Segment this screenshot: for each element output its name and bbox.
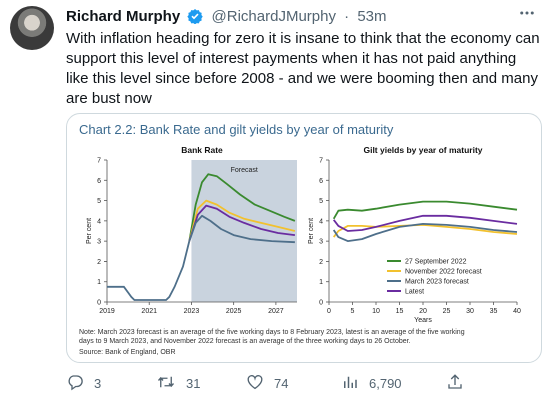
tweet-header: Richard Murphy @RichardJMurphy · 53m (66, 8, 387, 28)
view-count: 6,790 (369, 375, 402, 391)
tweet-actions: 3 31 74 6,790 (66, 372, 526, 394)
tweet-image[interactable]: Chart 2.2: Bank Rate and gilt yields by … (66, 113, 542, 363)
panel1-y-tick-label: 4 (97, 218, 101, 225)
panel2-legend-label: Latest (405, 289, 424, 296)
chart-note: Note: March 2023 forecast is an average … (79, 329, 465, 345)
panel2-y-axis-label: Per cent (308, 218, 315, 244)
chart-title: Chart 2.2: Bank Rate and gilt yields by … (79, 122, 394, 137)
panel1-series-line-latest (188, 204, 296, 242)
panel2-x-tick-label: 15 (396, 308, 404, 315)
tweet-time[interactable]: 53m (357, 8, 387, 25)
panel1-x-tick-label: 2021 (141, 308, 157, 315)
panel2-x-tick-label: 40 (513, 308, 521, 315)
share-icon (446, 373, 474, 394)
panel2-y-tick-label: 3 (319, 239, 323, 246)
author-name[interactable]: Richard Murphy (66, 8, 181, 25)
panel2-y-tick-label: 2 (319, 259, 323, 266)
panel1-y-tick-label: 2 (97, 259, 101, 266)
panel1-y-tick-label: 7 (97, 158, 101, 165)
share-button[interactable] (446, 372, 474, 394)
panel2-y-tick-label: 1 (319, 279, 323, 286)
retweet-button[interactable]: 31 (156, 372, 200, 394)
avatar[interactable] (10, 6, 54, 50)
panel1-forecast-region (191, 160, 297, 302)
panel1-y-tick-label: 3 (97, 239, 101, 246)
panel1-forecast-label: Forecast (231, 167, 258, 174)
panel1-history-line (107, 240, 191, 301)
panel1-y-axis-label: Per cent (86, 218, 93, 244)
panel1-title: Bank Rate (181, 145, 223, 155)
panel2-legend-label: March 2023 forecast (405, 279, 469, 286)
panel1-series-line-27-september-2022 (188, 173, 296, 242)
panel2-y-tick-label: 6 (319, 178, 323, 185)
reply-icon (66, 373, 94, 394)
reply-count: 3 (94, 375, 102, 391)
panel2-x-tick-label: 0 (327, 308, 331, 315)
panel2-y-tick-label: 5 (319, 198, 323, 205)
panel1-y-tick-label: 5 (97, 198, 101, 205)
panel1-series-line-march-2023-forecast (188, 214, 295, 244)
panel2-x-tick-label: 35 (490, 308, 498, 315)
views-chart-icon (341, 373, 369, 394)
tweet-text: With inflation heading for zero it is in… (66, 30, 540, 107)
panel2-series-line-27-september-2022 (332, 200, 518, 220)
panel1-x-tick-label: 2025 (226, 308, 242, 315)
time-separator: · (344, 8, 350, 25)
views-button[interactable]: 6,790 (341, 372, 402, 394)
panel2-x-axis-label: Years (414, 317, 432, 324)
retweet-icon (156, 373, 186, 394)
panel1-y-tick-label: 1 (97, 279, 101, 286)
panel1-x-tick-label: 2027 (268, 308, 284, 315)
more-options-icon[interactable] (518, 4, 536, 27)
like-button[interactable]: 74 (246, 372, 288, 394)
panel1-x-tick-label: 2019 (99, 308, 115, 315)
panel2-series-line-latest (332, 214, 518, 232)
panel2-y-tick-label: 7 (319, 158, 323, 165)
chart-figure: Chart 2.2: Bank Rate and gilt yields by … (79, 122, 521, 356)
panel1-x-tick-label: 2023 (184, 308, 200, 315)
panel2-y-tick-label: 0 (319, 300, 323, 307)
panel2-x-tick-label: 5 (351, 308, 355, 315)
author-handle[interactable]: @RichardJMurphy (211, 8, 336, 25)
panel1-y-tick-label: 6 (97, 178, 101, 185)
reply-button[interactable]: 3 (66, 372, 101, 394)
panel1-series-line-november-2022-forecast (188, 199, 296, 242)
verified-badge-icon (187, 8, 204, 28)
heart-icon (246, 373, 274, 394)
panel2-x-tick-label: 10 (372, 308, 380, 315)
retweet-count: 31 (186, 375, 201, 391)
panel2-x-tick-label: 25 (443, 308, 451, 315)
panel2-legend-label: 27 September 2022 (405, 259, 467, 266)
like-count: 74 (274, 375, 289, 391)
panel2-x-tick-label: 20 (419, 308, 427, 315)
panel2-series-line-november-2022-forecast (332, 224, 518, 238)
chart-source: Source: Bank of England, OBR (79, 349, 176, 356)
panel2-series-line-march-2023-forecast (332, 223, 518, 242)
panel1-y-tick-label: 0 (97, 300, 101, 307)
panel2-title: Gilt yields by year of maturity (363, 145, 482, 155)
panel2-x-tick-label: 30 (466, 308, 474, 315)
panel2-y-tick-label: 4 (319, 218, 323, 225)
panel2-legend-label: November 2022 forecast (405, 269, 482, 276)
